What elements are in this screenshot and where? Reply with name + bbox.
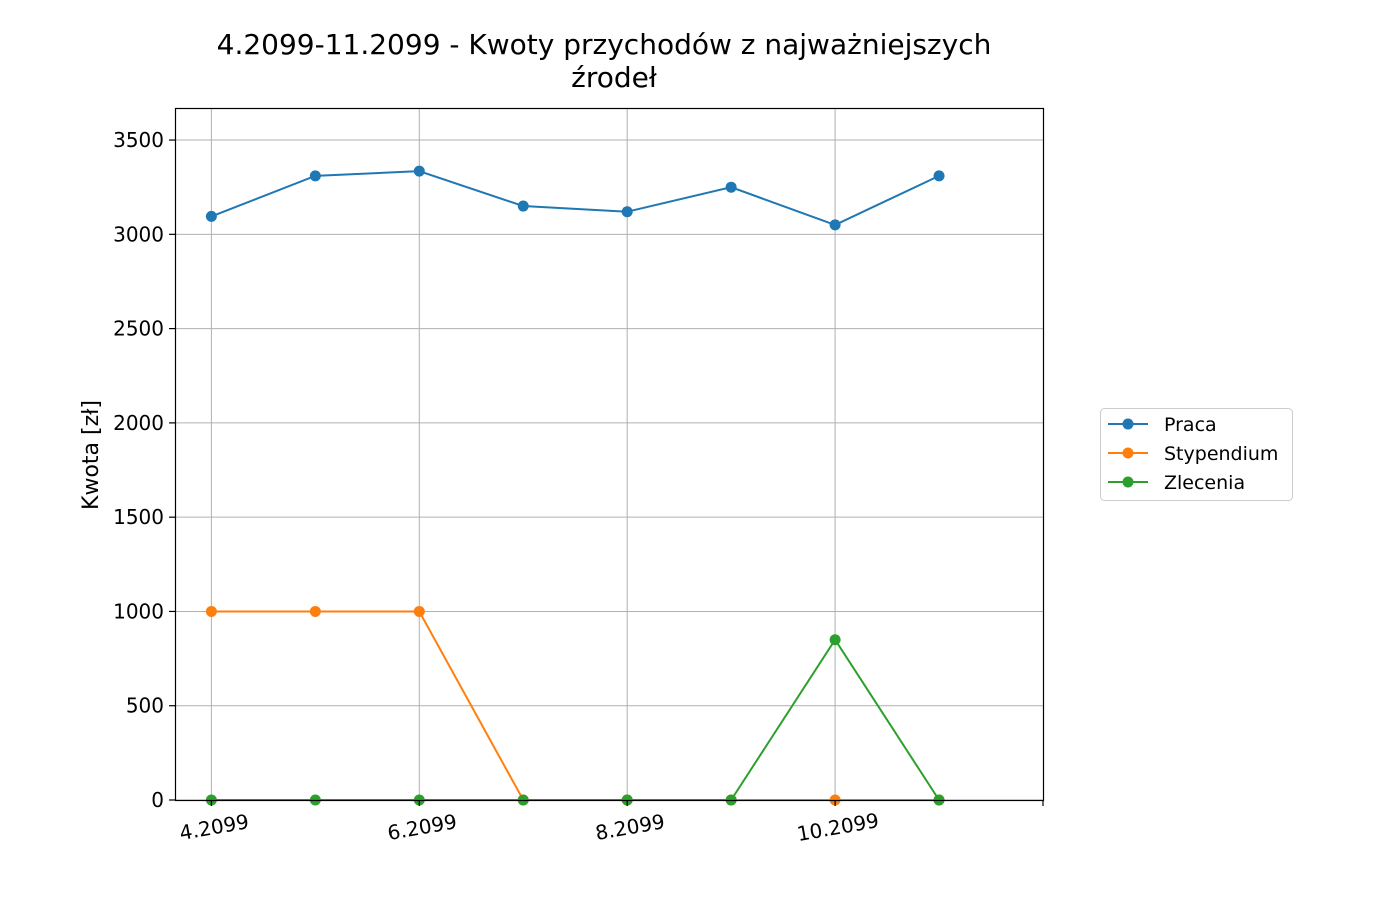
y-tick-label: 3500	[113, 128, 164, 152]
legend-swatch-marker	[1122, 476, 1134, 488]
y-tick-label: 1000	[113, 599, 164, 623]
legend-item-praca: Praca	[1108, 414, 1217, 436]
legend-label: Praca	[1164, 414, 1217, 436]
data-point-praca	[309, 170, 321, 182]
legend-item-stypendium: Stypendium	[1108, 443, 1278, 465]
x-axis-ticks: 4.2099 6.2099 8.2099 10.2099	[178, 800, 1044, 846]
legend-label: Zlecenia	[1164, 472, 1245, 494]
legend-swatch-marker	[1122, 418, 1134, 430]
y-tick-label: 1500	[113, 505, 164, 529]
chart-title: 4.2099-11.2099 - Kwoty przychodów z najw…	[217, 28, 992, 94]
y-tick-label: 500	[126, 694, 164, 718]
data-point-praca	[413, 165, 425, 177]
data-point-praca	[933, 170, 945, 182]
data-point-zlecenia	[829, 634, 841, 646]
legend-frame	[1100, 408, 1293, 501]
chart-title-line-2: źrodeł	[571, 61, 657, 94]
data-point-praca	[205, 210, 217, 222]
series-lines	[205, 165, 945, 806]
data-point-stypendium	[413, 605, 425, 617]
data-point-praca	[517, 200, 529, 212]
series-zlecenia	[205, 634, 945, 806]
series-praca	[205, 165, 945, 231]
series-line-praca	[211, 170, 940, 226]
y-axis-label: Kwota [zł]	[79, 400, 104, 510]
y-tick-label: 0	[151, 788, 164, 812]
data-point-stypendium	[205, 605, 217, 617]
legend: Praca Stypendium Zlecenia	[1100, 408, 1293, 501]
x-tick-label: 6.2099	[386, 809, 459, 845]
data-point-praca	[829, 219, 841, 231]
data-point-praca	[621, 206, 633, 218]
legend-swatch-marker	[1122, 447, 1134, 459]
x-tick-label: 4.2099	[178, 809, 251, 845]
y-tick-label: 2000	[113, 411, 164, 435]
data-point-praca	[725, 181, 737, 193]
plot-area-frame	[174, 107, 1045, 802]
x-tick-label: 10.2099	[795, 808, 881, 846]
legend-label: Stypendium	[1164, 443, 1278, 465]
chart-title-line-1: 4.2099-11.2099 - Kwoty przychodów z najw…	[217, 28, 992, 61]
legend-item-zlecenia: Zlecenia	[1108, 472, 1245, 494]
data-point-stypendium	[309, 605, 321, 617]
y-tick-label: 2500	[113, 317, 164, 341]
y-axis-ticks: 0 500 1000 1500 2000 2500 3000 3500	[113, 128, 175, 812]
grid	[175, 108, 1043, 801]
x-tick-label: 8.2099	[593, 809, 666, 845]
series-line-zlecenia	[211, 637, 940, 801]
y-tick-label: 3000	[113, 222, 164, 246]
